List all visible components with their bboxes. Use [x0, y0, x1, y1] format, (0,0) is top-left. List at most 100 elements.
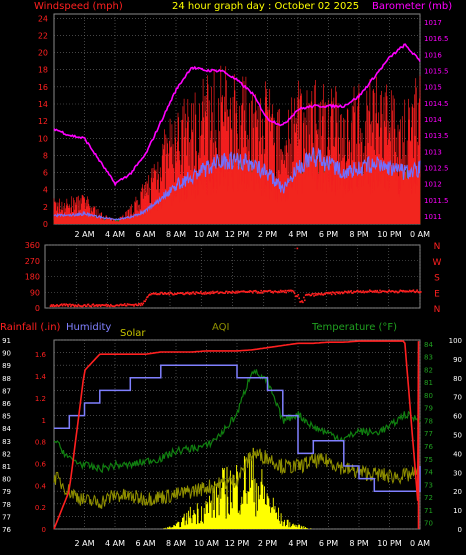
direction-point: [373, 291, 376, 293]
direction-point: [73, 305, 76, 308]
wind-x-tick: 0 AM: [410, 230, 430, 239]
direction-point: [304, 294, 307, 296]
direction-point: [295, 295, 298, 297]
wind-y-tick: 14: [38, 100, 48, 109]
direction-y-tick: 0: [35, 304, 40, 313]
solar-y-tick: 40: [453, 450, 462, 458]
temperature-y-tick: 84: [424, 341, 433, 349]
direction-point: [300, 300, 302, 303]
direction-point: [173, 293, 175, 296]
direction-y-tick: 90: [30, 288, 40, 297]
direction-point: [222, 292, 224, 294]
rainfall-series: [53, 340, 420, 530]
direction-point: [102, 304, 105, 307]
direction-point: [273, 290, 275, 293]
barometer-line: [53, 43, 421, 187]
direction-point: [369, 290, 372, 292]
rainfall-y-tick: 0.8: [35, 439, 46, 447]
direction-point: [248, 291, 250, 293]
direction-point: [205, 293, 208, 295]
direction-point: [243, 290, 246, 293]
direction-point: [241, 290, 244, 293]
direction-point: [100, 304, 103, 306]
direction-point: [267, 290, 270, 292]
direction-point: [307, 293, 310, 296]
direction-point: [67, 305, 69, 307]
climate-x-tick: 0 AM: [410, 539, 430, 548]
direction-point: [139, 304, 142, 307]
direction-point: [355, 291, 357, 293]
direction-point: [214, 291, 217, 294]
direction-point: [232, 291, 235, 293]
direction-point: [60, 303, 63, 305]
direction-point: [380, 291, 382, 294]
direction-point: [164, 292, 167, 295]
direction-point: [76, 305, 79, 308]
direction-point: [312, 293, 314, 295]
direction-point: [311, 293, 313, 295]
direction-point: [174, 292, 176, 295]
direction-point: [105, 303, 107, 306]
wind-x-tick: 4 AM: [105, 230, 125, 239]
wind-y-tick: 24: [38, 14, 48, 23]
barometer-y-tick: 1016.5: [424, 35, 449, 43]
barometer-y-tick: 1016: [424, 51, 442, 59]
direction-point: [390, 290, 392, 293]
direction-point: [201, 292, 203, 295]
direction-point: [268, 289, 271, 292]
rainfall-y-tick: 1.2: [35, 395, 46, 403]
direction-point: [59, 304, 61, 307]
humidity-y-tick: 86: [2, 400, 11, 408]
direction-point: [167, 292, 170, 294]
direction-point: [247, 290, 249, 293]
direction-point: [92, 303, 94, 305]
wind-axis-title: Windspeed (mph): [34, 1, 123, 12]
direction-point: [216, 290, 219, 293]
direction-point: [150, 292, 153, 295]
direction-point: [399, 289, 402, 292]
direction-point: [304, 299, 306, 302]
direction-point: [112, 305, 115, 307]
barometer-y-tick: 1011: [424, 213, 442, 221]
direction-point: [306, 294, 309, 296]
direction-point: [329, 292, 331, 295]
direction-point: [157, 293, 159, 295]
direction-point: [202, 292, 205, 294]
direction-point: [59, 304, 62, 306]
temperature-line: [53, 369, 421, 474]
direction-point: [50, 304, 53, 306]
direction-point: [383, 290, 386, 293]
direction-point: [342, 292, 344, 295]
direction-point: [169, 291, 171, 294]
rainfall-axis-title: Rainfall (.in): [0, 322, 61, 333]
climate-x-tick: 12 PM: [225, 539, 250, 548]
direction-point: [121, 304, 123, 307]
direction-point: [274, 290, 276, 292]
temperature-y-tick: 78: [424, 417, 433, 425]
temperature-axis-title: Temperature (°F): [311, 322, 397, 333]
solar-y-tick: 80: [453, 375, 462, 383]
direction-point: [350, 290, 352, 292]
direction-point: [96, 304, 98, 306]
direction-point: [137, 303, 140, 305]
direction-point: [62, 303, 65, 306]
direction-point: [172, 293, 174, 296]
direction-point: [129, 303, 132, 306]
humidity-y-tick: 88: [2, 375, 11, 383]
direction-point: [181, 292, 184, 294]
direction-point: [412, 289, 415, 291]
direction-point: [244, 291, 247, 293]
direction-point: [192, 291, 195, 293]
climate-x-tick: 6 PM: [319, 539, 338, 548]
direction-point: [79, 305, 81, 307]
direction-point: [374, 289, 377, 292]
chart-title: 24 hour graph day : October 02 2025: [172, 1, 359, 12]
humidity-y-tick: 84: [2, 425, 11, 433]
solar-y-tick: 60: [453, 413, 462, 421]
wind-y-tick: 10: [38, 134, 48, 143]
direction-point: [245, 291, 248, 293]
direction-point: [113, 305, 116, 308]
direction-point: [233, 291, 236, 294]
